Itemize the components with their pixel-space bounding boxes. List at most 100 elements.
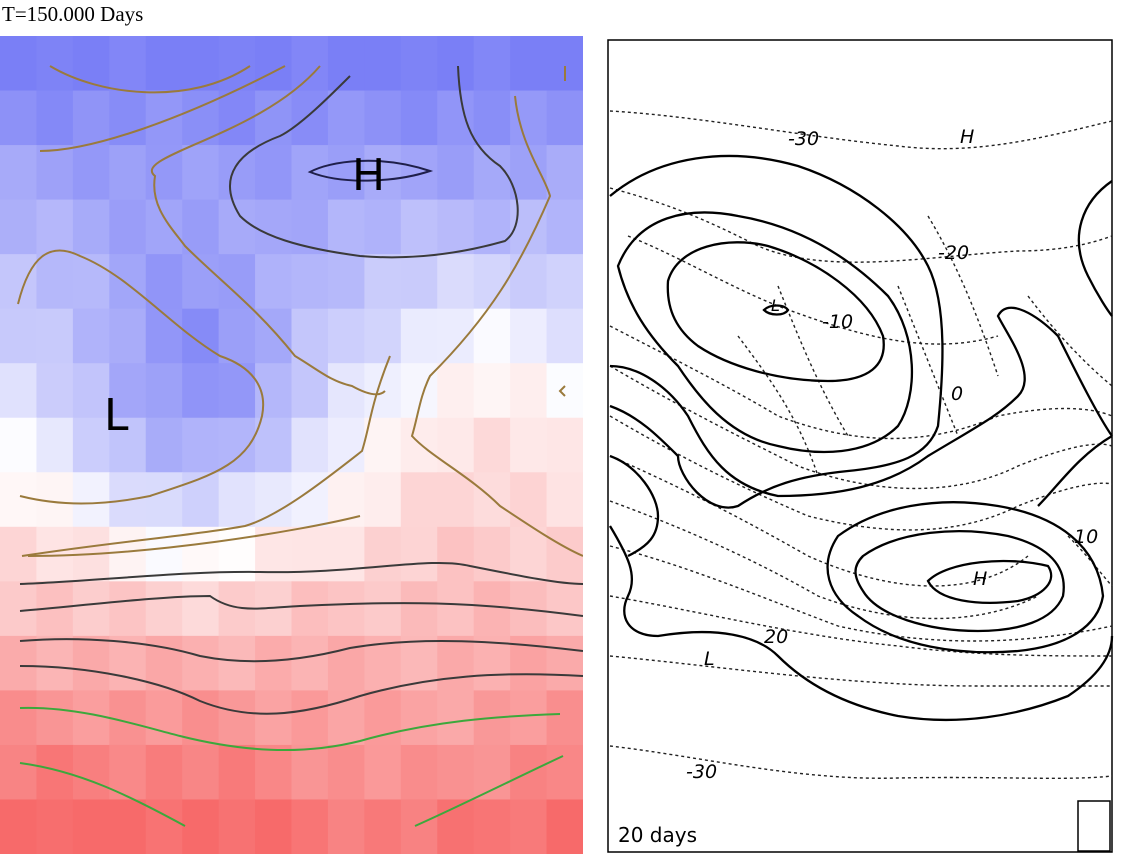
grid-cell	[510, 254, 548, 310]
grid-cell	[364, 36, 402, 92]
grid-cell	[0, 199, 38, 255]
grid-cell	[182, 472, 220, 528]
contour-dark-4	[19, 665, 583, 715]
grid-cell	[255, 472, 293, 528]
grid-cell	[291, 363, 329, 419]
grid-cell	[182, 581, 220, 637]
grid-cell	[218, 36, 256, 92]
low-pressure-label: L	[104, 390, 129, 441]
grid-cell	[36, 417, 74, 473]
grid-cell	[364, 472, 402, 528]
contour-right-arc	[1077, 180, 1113, 317]
grid-cell	[437, 90, 475, 146]
grid-cell	[364, 90, 402, 146]
grid-cell	[182, 635, 220, 691]
grid-cell	[182, 690, 220, 746]
grid-cell	[546, 254, 583, 310]
grid-cell	[36, 254, 74, 310]
contour-high-mid	[826, 501, 1105, 654]
grid-cell	[218, 417, 256, 473]
grid-cell	[255, 799, 293, 854]
label-plus10: 10	[1074, 526, 1098, 548]
grid-cell	[36, 199, 74, 255]
grid-cell	[327, 635, 365, 691]
grid-cell	[255, 254, 293, 310]
grid-cell	[473, 581, 511, 637]
grid-cell	[327, 145, 365, 201]
contour-low-outer	[609, 154, 944, 509]
grid-cell	[291, 526, 329, 582]
grid-cell	[145, 690, 183, 746]
grid-cell	[291, 254, 329, 310]
time-caption: 20 days	[618, 823, 697, 847]
grid-cell	[72, 417, 110, 473]
grid-cell	[291, 308, 329, 364]
contour-mid-wave	[609, 306, 1113, 498]
grid-cell	[218, 363, 256, 419]
grid-cell	[546, 199, 583, 255]
grid-cell	[72, 363, 110, 419]
grid-cell	[36, 90, 74, 146]
grid-cell	[327, 90, 365, 146]
grid-cell	[109, 417, 147, 473]
grid-cell	[437, 199, 475, 255]
grid-cell	[109, 308, 147, 364]
grid-cell	[255, 199, 293, 255]
grid-cell	[510, 472, 548, 528]
high-pressure-label: H	[352, 150, 385, 201]
label-minus20: -20	[938, 242, 969, 264]
grid-cell	[364, 254, 402, 310]
contour-dark-3	[19, 638, 583, 663]
grid-cell	[145, 254, 183, 310]
grid-cell	[437, 690, 475, 746]
grid-cell	[437, 254, 475, 310]
grid-cell	[72, 690, 110, 746]
label-l-left: L	[704, 648, 715, 670]
grid-cell	[546, 90, 583, 146]
grid-cell	[364, 744, 402, 801]
label-h-top: H	[960, 126, 974, 148]
grid-cell	[182, 145, 220, 201]
grid-cell	[145, 36, 183, 92]
corner-box	[1077, 800, 1111, 852]
grid-cell	[218, 308, 256, 364]
grid-cell	[145, 744, 183, 801]
grid-cell	[109, 254, 147, 310]
grid-cell	[109, 36, 147, 92]
grid-cell	[546, 526, 583, 582]
contour-brown-mid-left	[17, 249, 265, 505]
grid-cell	[364, 581, 402, 637]
grid-cell	[546, 635, 583, 691]
grid-cell	[510, 363, 548, 419]
contour-low-mid	[616, 211, 914, 454]
grid-cell	[364, 145, 402, 201]
grid-cell	[218, 799, 256, 854]
grid-cell	[327, 799, 365, 854]
grid-cell	[327, 581, 365, 637]
grid-cell	[437, 363, 475, 419]
grid-cell	[182, 199, 220, 255]
grid-cell	[327, 526, 365, 582]
grid-cell	[364, 363, 402, 419]
grid-cell	[400, 744, 438, 801]
grid-cell	[72, 254, 110, 310]
contour-mid-upper	[1037, 435, 1113, 507]
plot-frame	[607, 39, 1113, 853]
grid-cell	[400, 308, 438, 364]
contour-brown-h-outer	[151, 65, 386, 396]
grid-cell	[72, 581, 110, 637]
contour-dark-2	[19, 594, 583, 617]
grid-cell	[327, 472, 365, 528]
grid-cell	[182, 90, 220, 146]
grid-cell	[437, 635, 475, 691]
grid-cell	[218, 145, 256, 201]
grid-cell	[72, 36, 110, 92]
grid-cell	[145, 472, 183, 528]
grid-cell	[255, 744, 293, 801]
grid-cell	[36, 799, 74, 854]
grid-cell	[218, 254, 256, 310]
grid-cell	[255, 90, 293, 146]
grid-cell	[327, 199, 365, 255]
grid-cell	[546, 472, 583, 528]
grid-cell	[510, 526, 548, 582]
